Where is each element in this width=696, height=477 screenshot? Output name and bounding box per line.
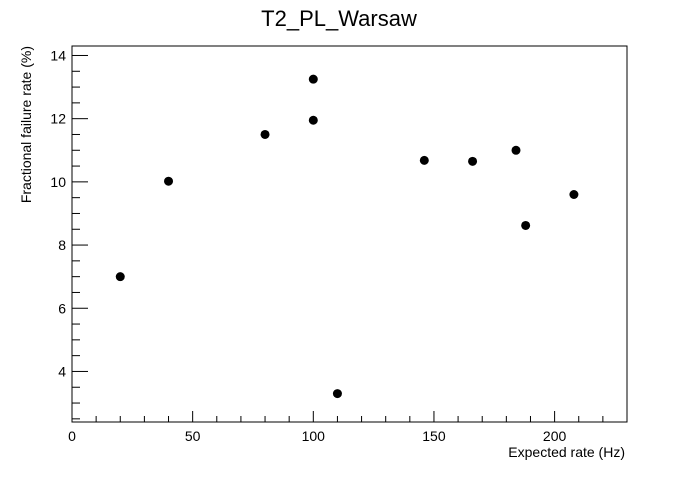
x-tick-label: 0	[68, 428, 76, 444]
data-point	[308, 74, 318, 84]
y-tick-label: 12	[50, 111, 66, 127]
y-tick-label: 14	[50, 47, 66, 63]
y-tick-label: 6	[58, 300, 66, 316]
data-point	[468, 156, 478, 166]
y-axis-label: Fractional failure rate (%)	[18, 46, 34, 203]
data-point	[419, 155, 429, 165]
y-tick-label: 4	[58, 363, 66, 379]
data-point	[260, 129, 270, 139]
data-point	[332, 389, 342, 399]
axis-ticks	[71, 54, 604, 422]
x-axis-label: Expected rate (Hz)	[508, 444, 625, 460]
data-point	[569, 190, 579, 200]
data-point	[521, 220, 531, 230]
x-tick-label: 200	[543, 428, 567, 444]
data-point	[511, 145, 521, 155]
y-tick-label: 8	[58, 237, 66, 253]
chart-title: T2_PL_Warsaw	[261, 6, 417, 31]
data-points	[115, 74, 579, 399]
data-point	[115, 272, 125, 282]
axis-tick-labels: 0 50 100 150 200 4 6 8 10 12 14	[50, 47, 566, 444]
x-tick-label: 100	[302, 428, 326, 444]
y-tick-label: 10	[50, 174, 66, 190]
data-point	[308, 115, 318, 125]
data-point	[164, 176, 174, 186]
plot-frame	[71, 45, 628, 423]
x-tick-label: 150	[422, 428, 446, 444]
x-tick-label: 50	[185, 428, 201, 444]
